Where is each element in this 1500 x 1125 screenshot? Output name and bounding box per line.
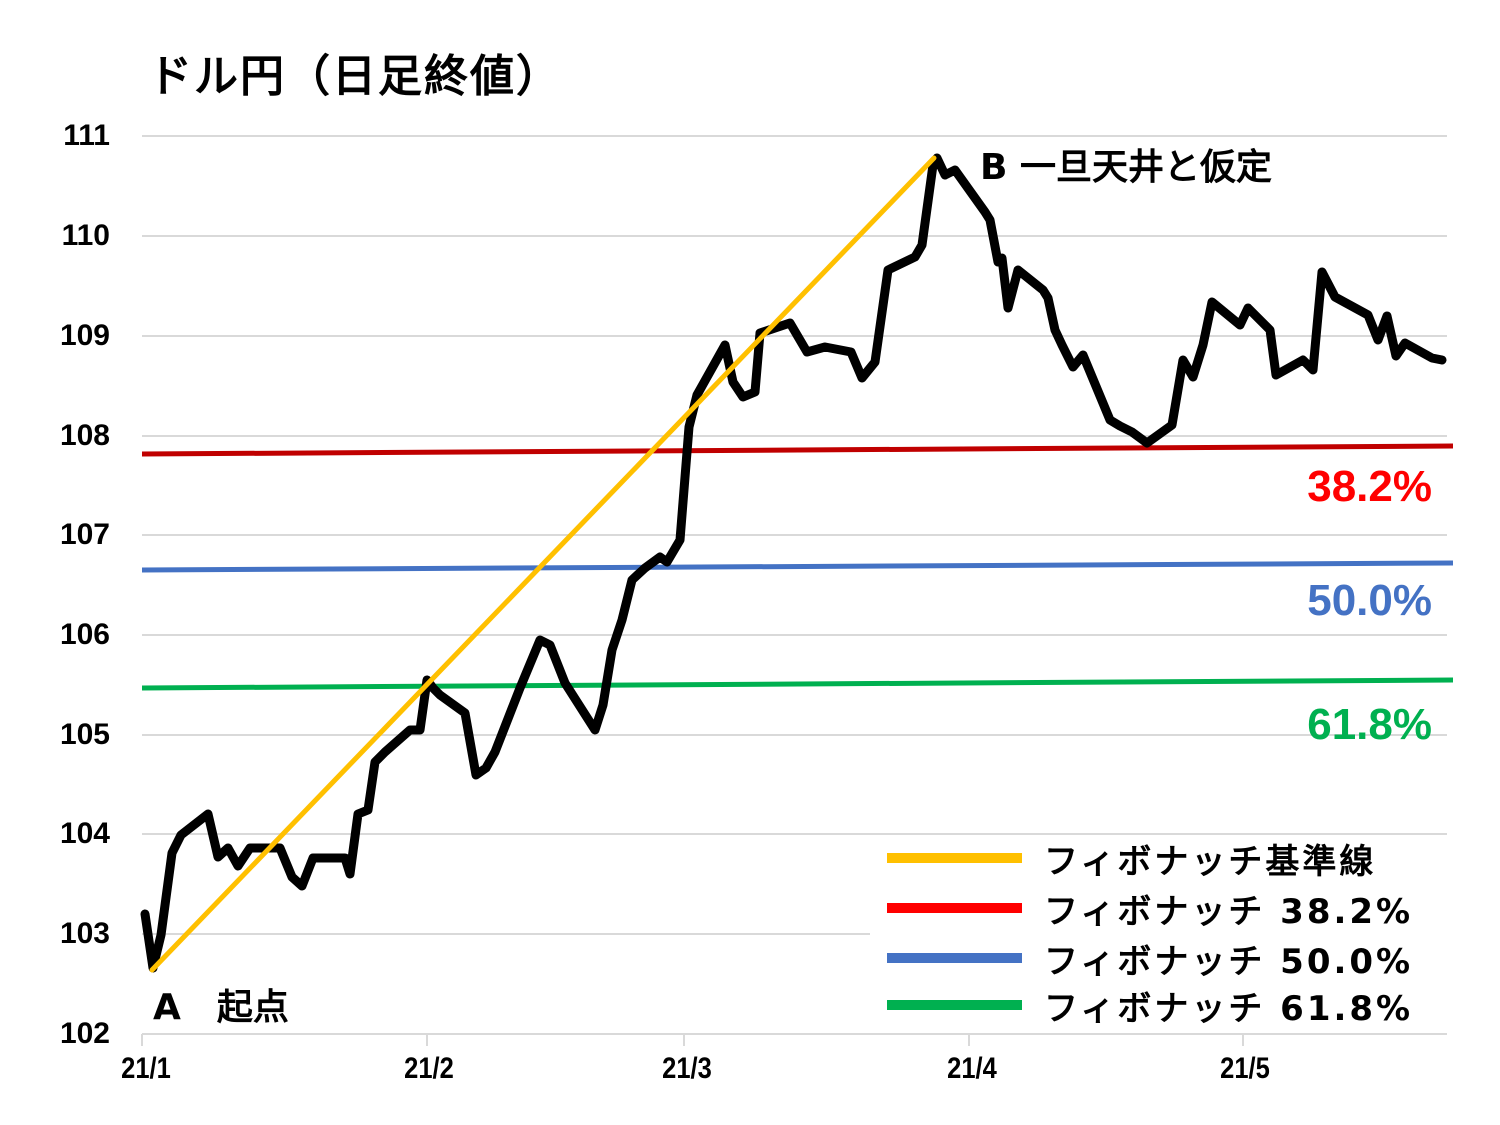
legend: フィボナッチ基準線 フィボナッチ 38.2% フィボナッチ 50.0% フィボナ… <box>870 835 1448 1030</box>
point-a-label: A 起点 <box>153 987 289 1028</box>
legend-label: フィボナッチ 38.2% <box>1044 891 1414 932</box>
legend-swatch-yellow <box>887 853 1022 863</box>
legend-label: フィボナッチ基準線 <box>1044 841 1377 882</box>
y-tick-105: 105 <box>59 718 110 751</box>
fib-38-2-line <box>141 443 1454 457</box>
point-b-label: B 一旦天井と仮定 <box>980 147 1272 188</box>
y-tick-110: 110 <box>61 219 110 252</box>
y-tick-111: 111 <box>63 119 110 152</box>
x-axis <box>141 1033 1447 1046</box>
legend-item-50-0: フィボナッチ 50.0% <box>887 938 1413 982</box>
legend-label: フィボナッチ 50.0% <box>1044 941 1414 982</box>
y-tick-103: 103 <box>59 917 110 950</box>
legend-swatch-red <box>887 903 1022 913</box>
y-tick-104: 104 <box>59 817 110 850</box>
gridlines <box>142 135 1447 935</box>
y-tick-109: 109 <box>59 319 110 352</box>
legend-item-61-8: フィボナッチ 61.8% <box>887 985 1413 1029</box>
y-tick-108: 108 <box>59 419 110 452</box>
x-tick-jan: 21/1 <box>121 1052 171 1085</box>
y-tick-102: 102 <box>59 1017 110 1050</box>
legend-item-38-2: フィボナッチ 38.2% <box>887 888 1413 932</box>
legend-item-base: フィボナッチ基準線 <box>887 838 1376 882</box>
x-tick-may: 21/5 <box>1220 1052 1270 1085</box>
fib-61-8-label: 61.8% <box>1307 700 1432 749</box>
fib-50-0-line <box>141 560 1454 573</box>
legend-label: フィボナッチ 61.8% <box>1044 988 1414 1029</box>
fib-61-8-line <box>141 677 1454 691</box>
x-tick-apr: 21/4 <box>947 1052 997 1085</box>
y-tick-107: 107 <box>59 518 110 551</box>
x-tick-mar: 21/3 <box>662 1052 712 1085</box>
fib-38-2-label: 38.2% <box>1307 462 1432 511</box>
fib-50-0-label: 50.0% <box>1307 576 1432 625</box>
price-line <box>140 153 1447 973</box>
legend-swatch-green <box>887 1000 1022 1010</box>
fib-base-line <box>149 155 937 973</box>
x-tick-feb: 21/2 <box>404 1052 454 1085</box>
y-tick-106: 106 <box>59 618 110 651</box>
legend-swatch-blue <box>887 953 1022 963</box>
chart-title: ドル円（日足終値） <box>148 51 562 102</box>
